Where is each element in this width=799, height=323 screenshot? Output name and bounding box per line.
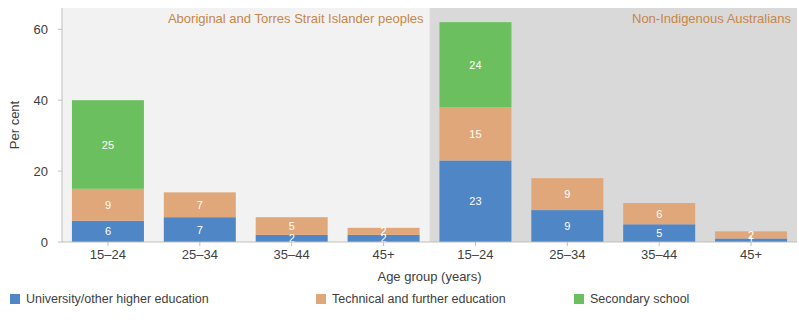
x-axis-title: Age group (years) xyxy=(377,269,481,284)
data-label: 9 xyxy=(105,199,111,211)
bar-segment xyxy=(439,160,511,242)
bar-segment xyxy=(439,107,511,160)
x-tick xyxy=(383,242,384,246)
data-label: 2 xyxy=(748,229,754,241)
x-tick-label: 25–34 xyxy=(549,247,585,262)
data-label: 6 xyxy=(105,225,111,237)
data-label: 15 xyxy=(469,128,481,140)
panel-background xyxy=(430,8,798,242)
x-tick xyxy=(567,242,568,246)
data-label: 9 xyxy=(564,188,570,200)
x-tick xyxy=(199,242,200,246)
x-tick xyxy=(107,242,108,246)
data-label: 9 xyxy=(564,220,570,232)
x-tick-label: 15–24 xyxy=(90,247,126,262)
x-tick xyxy=(291,242,292,246)
data-label: 6 xyxy=(656,208,662,220)
bar-segment xyxy=(72,100,144,189)
bar-segment xyxy=(72,189,144,221)
chart: Aboriginal and Torres Strait Islander pe… xyxy=(0,0,799,323)
y-axis-title: Per cent xyxy=(7,100,22,149)
data-label: 7 xyxy=(197,199,203,211)
legend-swatch xyxy=(316,294,326,304)
bar-segment xyxy=(531,178,603,210)
legend-swatch xyxy=(574,294,584,304)
legend-label: University/other higher education xyxy=(26,292,209,306)
bar-segment xyxy=(623,224,695,242)
x-tick-label: 35–44 xyxy=(641,247,677,262)
y-tick xyxy=(58,100,62,101)
legend-label: Secondary school xyxy=(590,292,689,306)
data-label: 2 xyxy=(381,225,387,237)
data-label: 5 xyxy=(289,220,295,232)
bar-segment xyxy=(439,22,511,107)
data-label: 5 xyxy=(656,227,662,239)
y-tick-label: 20 xyxy=(34,164,48,179)
panel-background xyxy=(62,8,430,242)
bar-segment xyxy=(623,203,695,224)
data-label: 7 xyxy=(197,224,203,236)
panel-title: Aboriginal and Torres Strait Islander pe… xyxy=(168,11,424,26)
y-tick xyxy=(58,242,62,243)
x-tick-label: 45+ xyxy=(373,247,395,262)
y-tick xyxy=(58,171,62,172)
y-axis-line xyxy=(62,8,63,242)
legend-swatch xyxy=(10,294,20,304)
x-tick-label: 45+ xyxy=(740,247,762,262)
x-tick xyxy=(751,242,752,246)
bar-segment xyxy=(72,221,144,242)
panel-title: Non-Indigenous Australians xyxy=(632,11,791,26)
legend-label: Technical and further education xyxy=(332,292,506,306)
x-axis-line xyxy=(62,242,797,243)
y-tick-label: 40 xyxy=(34,93,48,108)
data-label: 25 xyxy=(102,139,114,151)
x-tick-label: 35–44 xyxy=(274,247,310,262)
bar-segment xyxy=(531,210,603,242)
data-label: 23 xyxy=(469,195,481,207)
x-tick-label: 25–34 xyxy=(182,247,218,262)
data-labels: 6925772522231524995612 xyxy=(102,59,754,247)
bar-segment xyxy=(164,217,236,242)
bar-segment xyxy=(164,192,236,217)
y-tick xyxy=(58,29,62,30)
y-tick-label: 60 xyxy=(34,22,48,37)
x-tick xyxy=(659,242,660,246)
y-tick-label: 0 xyxy=(41,235,48,250)
bars xyxy=(72,22,787,242)
x-tick-label: 15–24 xyxy=(457,247,493,262)
x-tick xyxy=(475,242,476,246)
data-label: 24 xyxy=(469,59,481,71)
